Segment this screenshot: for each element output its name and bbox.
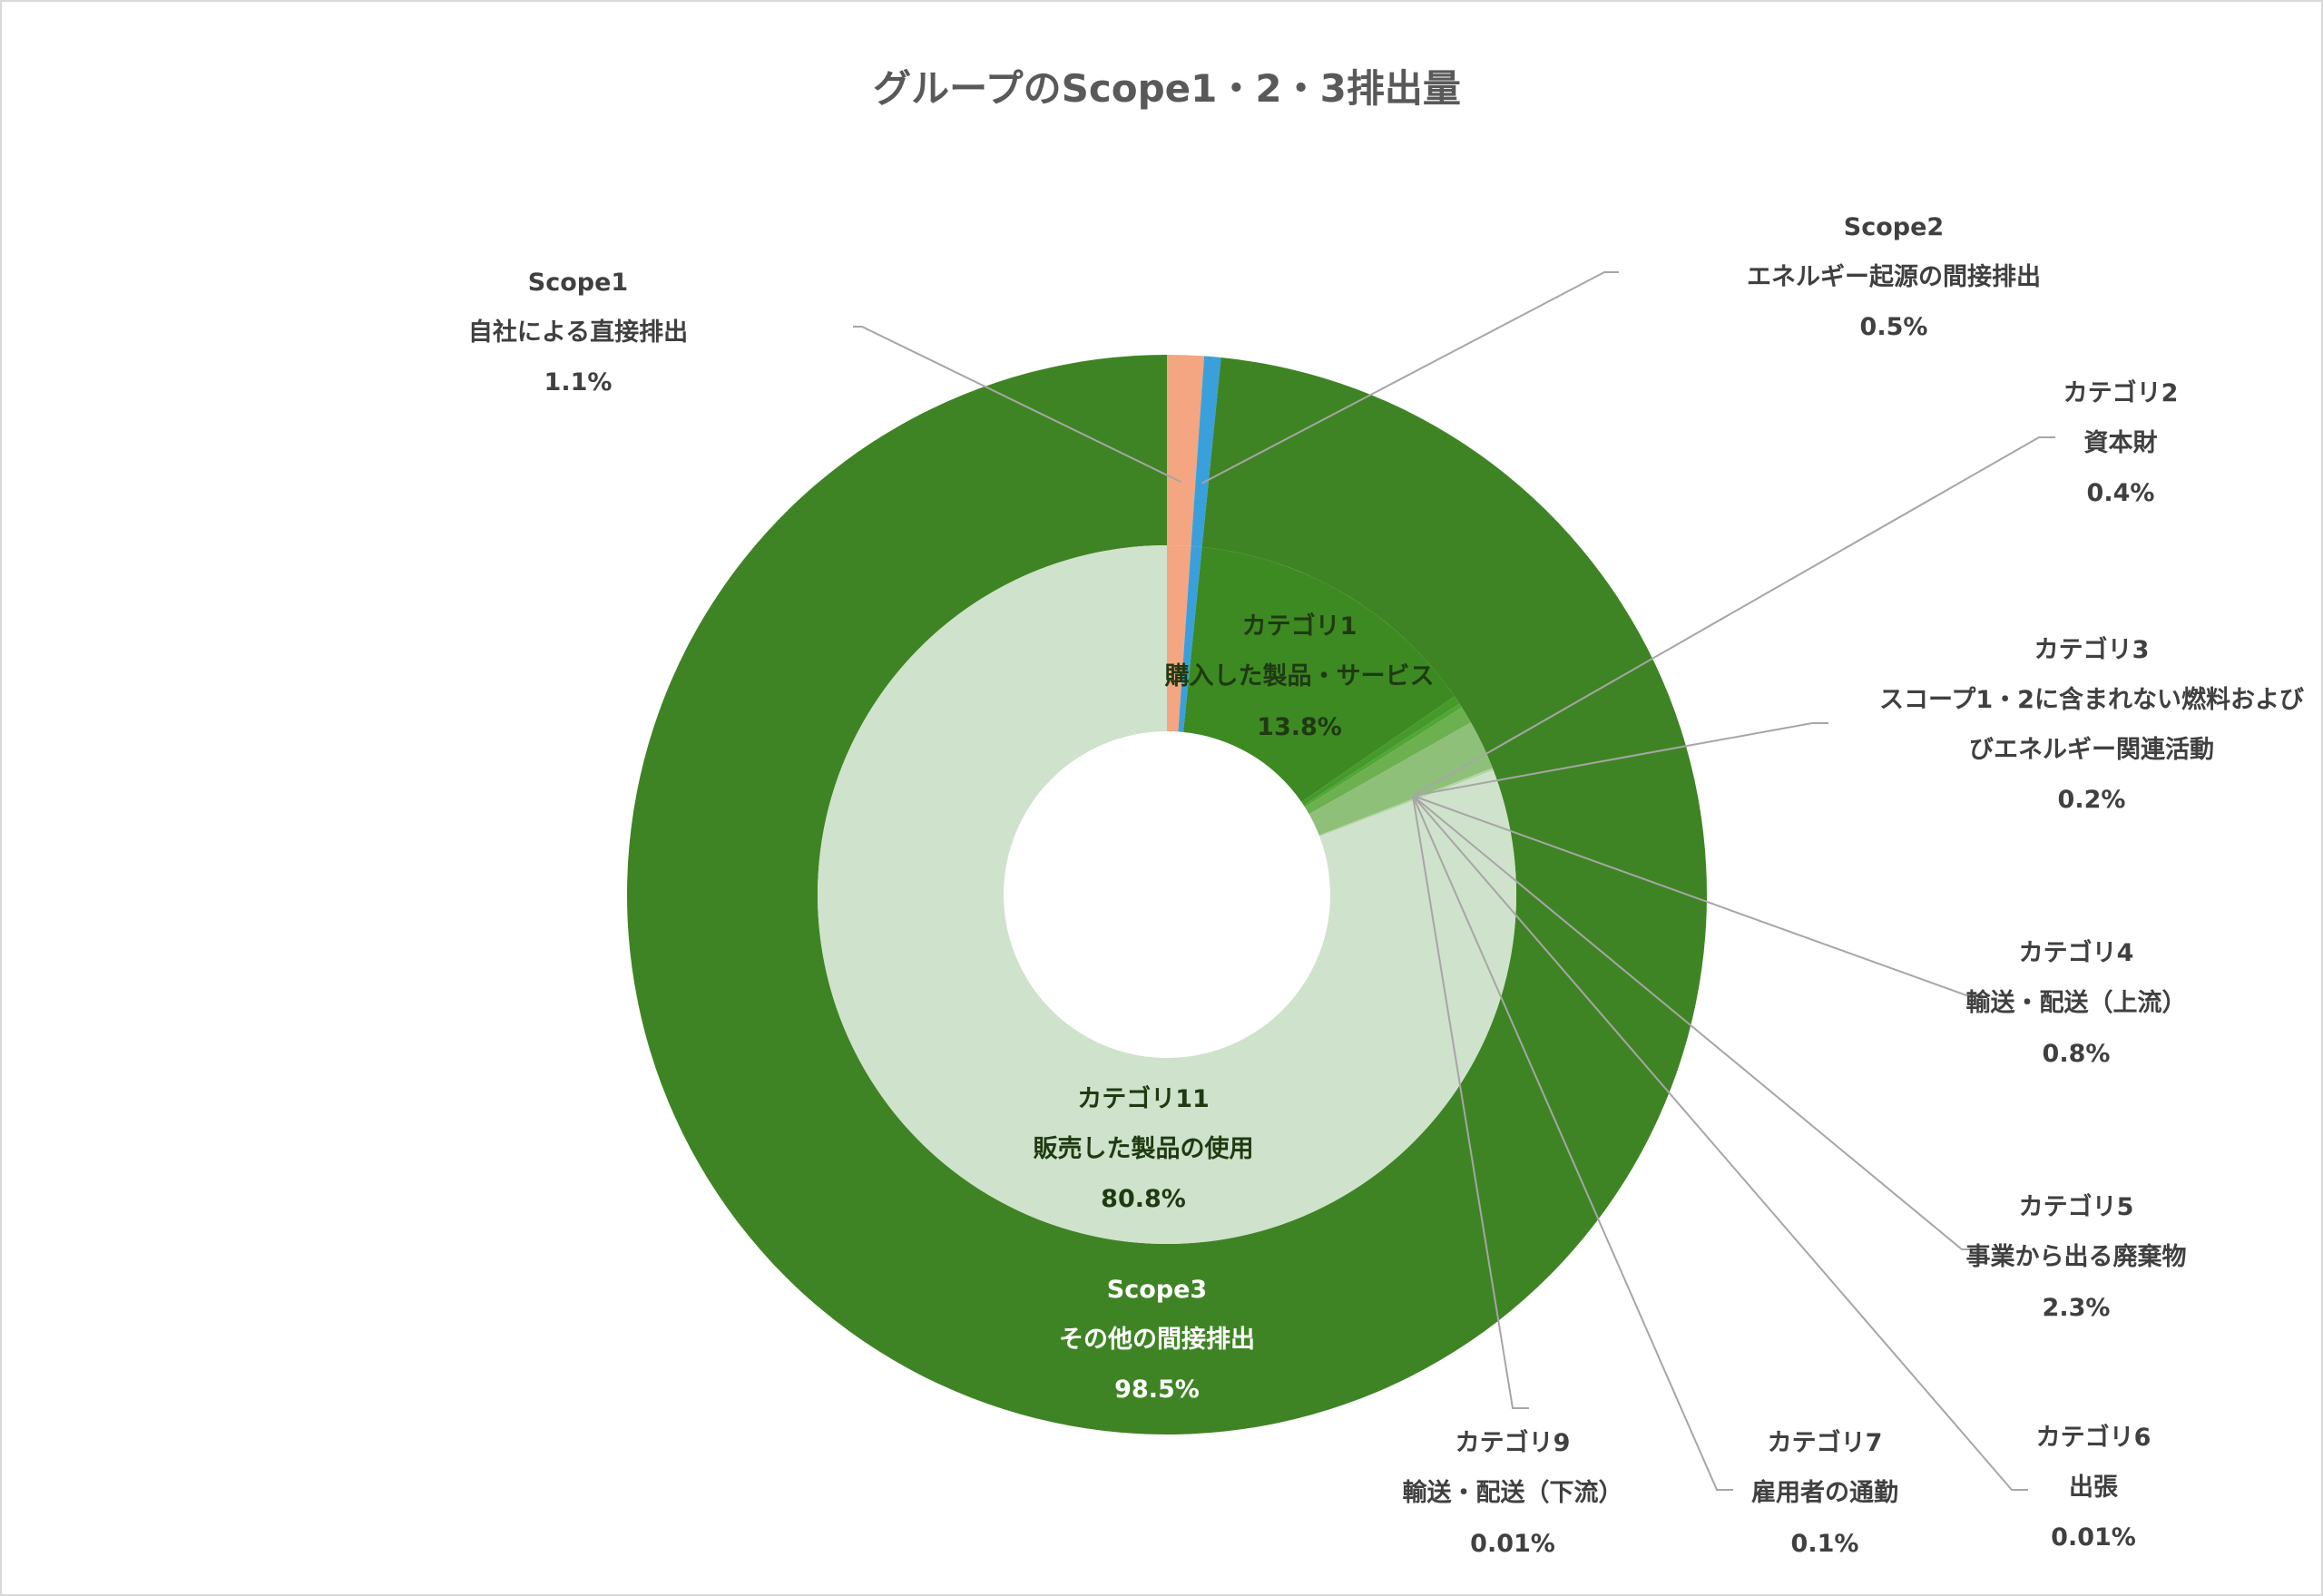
label-cat7: カテゴリ7 雇用者の通勤 0.1% (1751, 1428, 1898, 1558)
leader-line-cat5 (1412, 795, 1978, 1250)
label-scope1-value: 1.1% (544, 368, 613, 397)
label-cat11-value: 80.8% (1101, 1185, 1186, 1213)
label-cat6: カテゴリ6 出張 0.01% (2036, 1423, 2151, 1552)
label-scope2-value: 0.5% (1860, 313, 1928, 341)
label-cat2-desc: 資本財 (2084, 429, 2158, 457)
leader-line-scope2 (1201, 271, 1619, 485)
label-cat11: カテゴリ11 販売した製品の使用 80.8% (1034, 1084, 1254, 1213)
inner-slice-8 (1318, 768, 1494, 837)
label-cat3-name: カテゴリ3 (2034, 635, 2150, 664)
leader-line-cat7 (1412, 795, 1733, 1491)
label-cat3-desc-line1: スコープ1・2に含まれない燃料および (1879, 685, 2304, 714)
label-cat6-name: カテゴリ6 (2036, 1423, 2151, 1452)
leader-line-cat3 (1412, 722, 1828, 797)
label-cat6-desc: 出張 (2069, 1474, 2119, 1502)
label-cat11-desc: 販売した製品の使用 (1034, 1135, 1254, 1163)
label-cat4-name: カテゴリ4 (2019, 938, 2134, 967)
label-cat1: カテゴリ1 購入した製品・サービス 13.8% (1165, 612, 1435, 741)
label-cat9: カテゴリ9 輸送・配送（下流） 0.01% (1403, 1428, 1623, 1558)
inner-slice-7 (1318, 768, 1493, 836)
label-scope1-desc: 自社による直接排出 (468, 318, 688, 347)
label-scope2: Scope2 エネルギー起源の間接排出 0.5% (1747, 213, 2041, 341)
label-cat2: カテゴリ2 資本財 0.4% (2063, 378, 2179, 507)
label-cat5-name: カテゴリ5 (2019, 1192, 2134, 1221)
label-scope1: Scope1 自社による直接排出 1.1% (468, 269, 688, 397)
label-cat7-value: 0.1% (1791, 1530, 1859, 1558)
leader-line-cat4 (1412, 795, 1983, 996)
label-cat1-desc: 購入した製品・サービス (1165, 662, 1435, 690)
leader-lines (853, 271, 2055, 1491)
label-cat6-value: 0.01% (2051, 1523, 2136, 1552)
label-cat5-desc: 事業から出る廃棄物 (1966, 1242, 2187, 1271)
label-cat9-name: カテゴリ9 (1456, 1428, 1571, 1457)
outer-slice-0 (1167, 355, 1205, 546)
label-cat1-value: 13.8% (1257, 713, 1342, 741)
chart-title: グループのScope1・2・3排出量 (873, 66, 1461, 111)
label-cat2-value: 0.4% (2087, 479, 2155, 507)
inner-slice-3 (1301, 696, 1460, 806)
outer-ring (627, 354, 1708, 1434)
inner-slice-9 (1319, 769, 1494, 837)
label-cat3: カテゴリ3 スコープ1・2に含まれない燃料および びエネルギー関連活動 0.2% (1879, 635, 2304, 814)
label-cat9-value: 0.01% (1470, 1530, 1555, 1558)
inner-slice-10 (817, 545, 1516, 1244)
label-cat9-desc: 輸送・配送（下流） (1403, 1478, 1623, 1507)
label-cat1-name: カテゴリ1 (1242, 612, 1358, 641)
inner-slice-5 (1304, 707, 1471, 815)
label-cat4-desc: 輸送・配送（上流） (1966, 988, 2187, 1017)
label-cat5: カテゴリ5 事業から出る廃棄物 2.3% (1966, 1192, 2187, 1322)
label-cat4-value: 0.8% (2043, 1040, 2111, 1068)
label-scope2-name: Scope2 (1844, 213, 1944, 241)
leader-line-cat6 (1412, 795, 2028, 1491)
inner-slice-1 (1178, 545, 1202, 732)
inner-slice-4 (1303, 703, 1463, 808)
leader-line-cat9 (1412, 795, 1529, 1409)
label-cat3-value: 0.2% (2058, 786, 2126, 814)
inner-ring (817, 545, 1516, 1244)
label-scope3-desc: その他の間接排出 (1059, 1326, 1255, 1354)
label-cat5-value: 2.3% (2043, 1294, 2111, 1322)
label-scope1-name: Scope1 (528, 269, 628, 297)
outer-slice-2 (627, 354, 1708, 1434)
label-scope3: Scope3 その他の間接排出 98.5% (1059, 1276, 1255, 1404)
label-cat7-name: カテゴリ7 (1768, 1428, 1883, 1457)
label-scope2-desc: エネルギー起源の間接排出 (1747, 263, 2041, 291)
label-cat7-desc: 雇用者の通勤 (1751, 1478, 1898, 1507)
leader-line-scope1 (853, 326, 1182, 484)
label-cat2-name: カテゴリ2 (2063, 378, 2179, 407)
outer-slice-1 (1191, 356, 1221, 547)
inner-slice-6 (1309, 722, 1493, 836)
inner-slice-2 (1183, 546, 1456, 802)
inner-slice-0 (1167, 545, 1191, 732)
label-cat4: カテゴリ4 輸送・配送（上流） 0.8% (1966, 938, 2187, 1068)
leader-line-cat2 (1412, 436, 2055, 797)
label-cat3-desc-line2: びエネルギー関連活動 (1969, 736, 2214, 764)
label-scope3-value: 98.5% (1114, 1376, 1200, 1404)
label-cat11-name: カテゴリ11 (1077, 1084, 1210, 1113)
label-scope3-name: Scope3 (1107, 1276, 1207, 1304)
